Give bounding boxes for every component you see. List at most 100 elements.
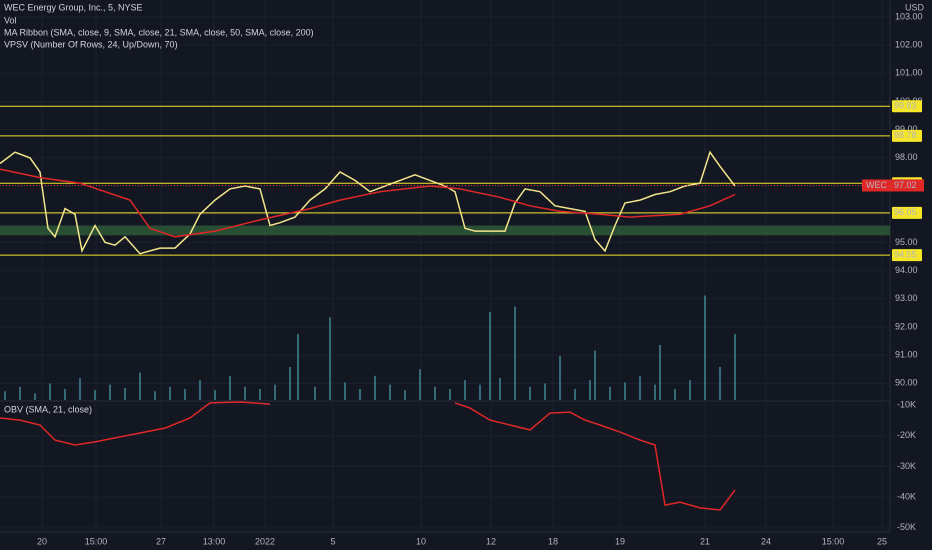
y-tick-label: -50K bbox=[897, 522, 916, 532]
y-tick-label: 102.00 bbox=[895, 39, 923, 49]
volume-bar bbox=[297, 334, 299, 400]
volume-bar bbox=[449, 389, 451, 400]
y-tick-label: 92.00 bbox=[895, 321, 918, 331]
x-tick-label: 21 bbox=[700, 536, 710, 546]
y-tick-label: 99.00 bbox=[895, 124, 918, 134]
x-tick-label: 2022 bbox=[255, 536, 275, 546]
volume-bar bbox=[4, 391, 6, 400]
volume-bar bbox=[734, 334, 736, 400]
volume-bar bbox=[79, 378, 81, 400]
indicator: Vol bbox=[4, 15, 17, 25]
y-tick-label: 103.00 bbox=[895, 11, 923, 21]
volume-bar bbox=[94, 390, 96, 400]
volume-bar bbox=[64, 389, 66, 400]
volume-bar bbox=[389, 384, 391, 400]
volume-bar bbox=[639, 375, 641, 400]
volume-bar bbox=[659, 345, 661, 400]
chart-title: WEC Energy Group, Inc., 5, NYSE bbox=[4, 2, 143, 12]
y-tick-label: 93.00 bbox=[895, 293, 918, 303]
x-tick-label: 5 bbox=[330, 536, 335, 546]
zone bbox=[0, 225, 890, 236]
volume-bar bbox=[314, 386, 316, 400]
x-tick-label: 20 bbox=[37, 536, 47, 546]
symbol-label: WEC bbox=[866, 180, 887, 190]
level-label: 96.05 bbox=[894, 207, 917, 217]
volume-bar bbox=[214, 390, 216, 400]
volume-bar bbox=[289, 367, 291, 400]
level-label: 94.55 bbox=[894, 249, 917, 259]
x-tick-label: 18 bbox=[548, 536, 558, 546]
y-tick-label: 98.00 bbox=[895, 152, 918, 162]
y-tick-label: 95.00 bbox=[895, 237, 918, 247]
x-tick-label: 27 bbox=[156, 536, 166, 546]
volume-bar bbox=[574, 389, 576, 400]
volume-bar bbox=[609, 386, 611, 400]
volume-bar bbox=[624, 382, 626, 400]
y-tick-label: -20K bbox=[897, 430, 916, 440]
volume-bar bbox=[274, 384, 276, 400]
volume-bar bbox=[419, 369, 421, 400]
level-label: 99.83 bbox=[894, 101, 917, 111]
volume-bar bbox=[199, 380, 201, 400]
volume-bar bbox=[529, 386, 531, 400]
x-tick-label: 19 bbox=[615, 536, 625, 546]
x-tick-label: 15:00 bbox=[85, 536, 108, 546]
x-tick-label: 13:00 bbox=[203, 536, 226, 546]
volume-bar bbox=[329, 317, 331, 400]
price-line bbox=[0, 168, 736, 238]
volume-bar bbox=[674, 389, 676, 400]
volume-bar bbox=[514, 306, 516, 400]
volume-bar bbox=[139, 372, 141, 400]
volume-bar bbox=[594, 350, 596, 400]
y-tick-label: -10K bbox=[897, 399, 916, 409]
indicator: VPSV (Number Of Rows, 24, Up/Down, 70) bbox=[4, 39, 178, 49]
volume-bar bbox=[704, 295, 706, 400]
volume-bar bbox=[489, 312, 491, 400]
y-tick-label: 94.00 bbox=[895, 265, 918, 275]
price-line bbox=[0, 150, 736, 255]
volume-bar bbox=[654, 384, 656, 400]
volume-bar bbox=[169, 386, 171, 400]
volume-bar bbox=[719, 367, 721, 400]
volume-bar bbox=[154, 391, 156, 400]
volume-bar bbox=[344, 382, 346, 400]
volume-bar bbox=[259, 389, 261, 400]
level-tag bbox=[892, 206, 922, 219]
volume-bar bbox=[434, 386, 436, 400]
volume-bar bbox=[109, 384, 111, 400]
volume-bar bbox=[374, 375, 376, 400]
volume-bar bbox=[499, 378, 501, 400]
last-price-label: 97.02 bbox=[894, 180, 917, 190]
indicator: MA Ribbon (SMA, close, 9, SMA, close, 21… bbox=[4, 27, 314, 37]
y-tick-label: -30K bbox=[897, 461, 916, 471]
obv-line bbox=[0, 401, 736, 511]
volume-bar bbox=[464, 380, 466, 400]
volume-bar bbox=[184, 389, 186, 400]
x-tick-label: 25 bbox=[877, 536, 887, 546]
volume-bar bbox=[49, 383, 51, 400]
currency: USD bbox=[905, 2, 925, 12]
level-label: 98.78 bbox=[894, 130, 917, 140]
x-tick-label: 10 bbox=[416, 536, 426, 546]
volume-bar bbox=[559, 356, 561, 400]
volume-bar bbox=[244, 386, 246, 400]
volume-bar bbox=[479, 384, 481, 400]
volume-bar bbox=[19, 386, 21, 400]
volume-bar bbox=[124, 387, 126, 400]
volume-bar bbox=[404, 390, 406, 400]
volume-bar bbox=[544, 383, 546, 400]
y-tick-label: 101.00 bbox=[895, 68, 923, 78]
y-tick-label: 91.00 bbox=[895, 350, 918, 360]
volume-bar bbox=[34, 393, 36, 400]
x-tick-label: 12 bbox=[486, 536, 496, 546]
volume-bar bbox=[589, 380, 591, 400]
obv-title: OBV (SMA, 21, close) bbox=[4, 404, 92, 414]
level-tag bbox=[892, 100, 922, 113]
y-tick-label: 90.00 bbox=[895, 378, 918, 388]
y-tick-label: -40K bbox=[897, 492, 916, 502]
level-tag bbox=[892, 249, 922, 262]
volume-bar bbox=[229, 375, 231, 400]
last-price-tag bbox=[862, 179, 924, 192]
